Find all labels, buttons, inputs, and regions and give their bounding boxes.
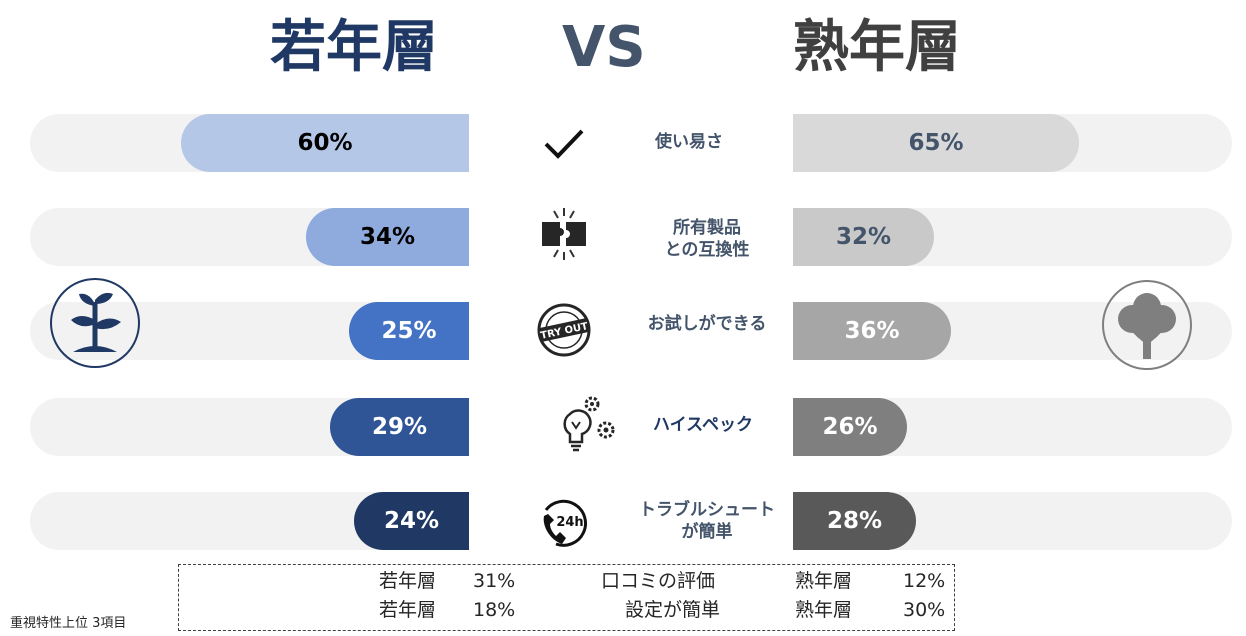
- senior-bar: 28%: [793, 492, 916, 550]
- young-bar: 60%: [181, 114, 469, 172]
- senior-group-title: 熟年層: [793, 15, 961, 80]
- note-row1-group1: 若年層: [379, 570, 437, 592]
- young-bar-label: 24%: [383, 508, 440, 534]
- svg-text:24h: 24h: [556, 515, 583, 530]
- tree-icon: [1102, 280, 1192, 370]
- note-row2-value2: 30%: [903, 599, 946, 621]
- senior-bar: 26%: [793, 398, 907, 456]
- senior-bar-label: 26%: [822, 414, 878, 440]
- senior-bar-label: 36%: [844, 318, 900, 344]
- senior-bar-label: 32%: [835, 224, 892, 250]
- senior-bar-label: 65%: [908, 130, 964, 156]
- senior-bar: 65%: [793, 114, 1079, 172]
- checkmark-icon: [536, 116, 592, 172]
- sprout-icon: [50, 278, 140, 368]
- vs-title: VS: [562, 15, 646, 80]
- young-bar-label: 60%: [297, 130, 353, 156]
- young-bar-label: 34%: [359, 224, 416, 250]
- senior-bar: 32%: [793, 208, 934, 266]
- top-features-note-box: 若年層 31% 口コミの評価 熟年層 12% 若年層 18% 設定が簡単 熟年層…: [178, 564, 955, 631]
- young-bar-label: 25%: [381, 318, 437, 344]
- note-row2-group1: 若年層: [379, 599, 437, 621]
- young-bar: 24%: [354, 492, 469, 550]
- young-bar: 25%: [349, 302, 469, 360]
- note-row1-item: 口コミの評価: [601, 570, 716, 592]
- category-label-high-spec: ハイスペック: [653, 415, 753, 435]
- young-group-title: 若年層: [270, 15, 438, 80]
- senior-bar-label: 28%: [826, 508, 883, 534]
- puzzle-icon: [536, 206, 592, 262]
- note-row2-item: 設定が簡単: [625, 599, 721, 621]
- note-row1-value1: 31%: [473, 570, 516, 592]
- note-row1-group2: 熟年層: [795, 570, 853, 592]
- category-label-trial: お試しができる: [647, 314, 767, 334]
- lightbulb-gears-icon: [554, 396, 624, 456]
- young-bar: 34%: [306, 208, 469, 266]
- phone-24h-icon: 24h: [536, 496, 592, 552]
- note-row2-group2: 熟年層: [795, 599, 853, 621]
- young-bar-label: 29%: [371, 414, 428, 440]
- try-out-stamp-icon: TRY OUT: [536, 302, 592, 358]
- note-row1-value2: 12%: [903, 570, 946, 592]
- senior-bar: 36%: [793, 302, 951, 360]
- category-label-compatibility: 所有製品 との互換性: [664, 218, 750, 260]
- footnote: 重視特性上位 3項目: [10, 616, 127, 631]
- category-label-ease-of-use: 使い易さ: [655, 132, 723, 152]
- young-bar: 29%: [330, 398, 469, 456]
- category-label-troubleshoot: トラブルシュート が簡単: [639, 500, 775, 542]
- note-row2-value1: 18%: [473, 599, 516, 621]
